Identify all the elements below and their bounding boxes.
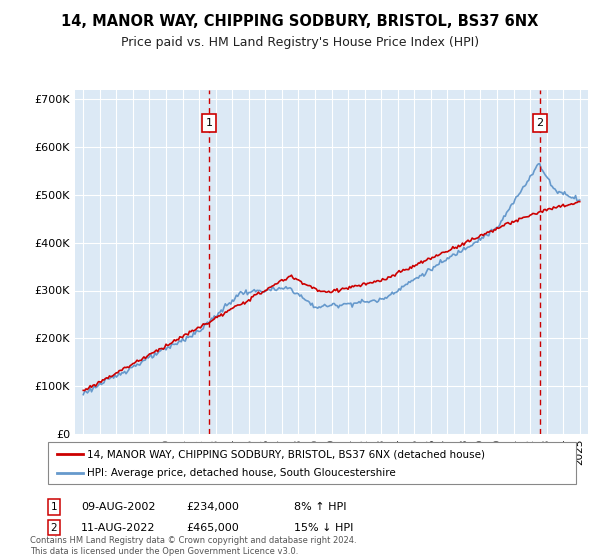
Text: 09-AUG-2002: 09-AUG-2002 <box>81 502 155 512</box>
Text: 1: 1 <box>206 118 212 128</box>
Text: 1: 1 <box>50 502 58 512</box>
Text: Price paid vs. HM Land Registry's House Price Index (HPI): Price paid vs. HM Land Registry's House … <box>121 36 479 49</box>
Text: HPI: Average price, detached house, South Gloucestershire: HPI: Average price, detached house, Sout… <box>87 468 396 478</box>
Text: 11-AUG-2022: 11-AUG-2022 <box>81 522 155 533</box>
Text: 14, MANOR WAY, CHIPPING SODBURY, BRISTOL, BS37 6NX (detached house): 14, MANOR WAY, CHIPPING SODBURY, BRISTOL… <box>87 449 485 459</box>
Text: 14, MANOR WAY, CHIPPING SODBURY, BRISTOL, BS37 6NX: 14, MANOR WAY, CHIPPING SODBURY, BRISTOL… <box>61 14 539 29</box>
Text: 8% ↑ HPI: 8% ↑ HPI <box>294 502 347 512</box>
Text: £234,000: £234,000 <box>186 502 239 512</box>
Text: £465,000: £465,000 <box>186 522 239 533</box>
Text: 15% ↓ HPI: 15% ↓ HPI <box>294 522 353 533</box>
Text: 2: 2 <box>536 118 544 128</box>
Text: Contains HM Land Registry data © Crown copyright and database right 2024.
This d: Contains HM Land Registry data © Crown c… <box>30 536 356 556</box>
Text: 2: 2 <box>50 522 58 533</box>
